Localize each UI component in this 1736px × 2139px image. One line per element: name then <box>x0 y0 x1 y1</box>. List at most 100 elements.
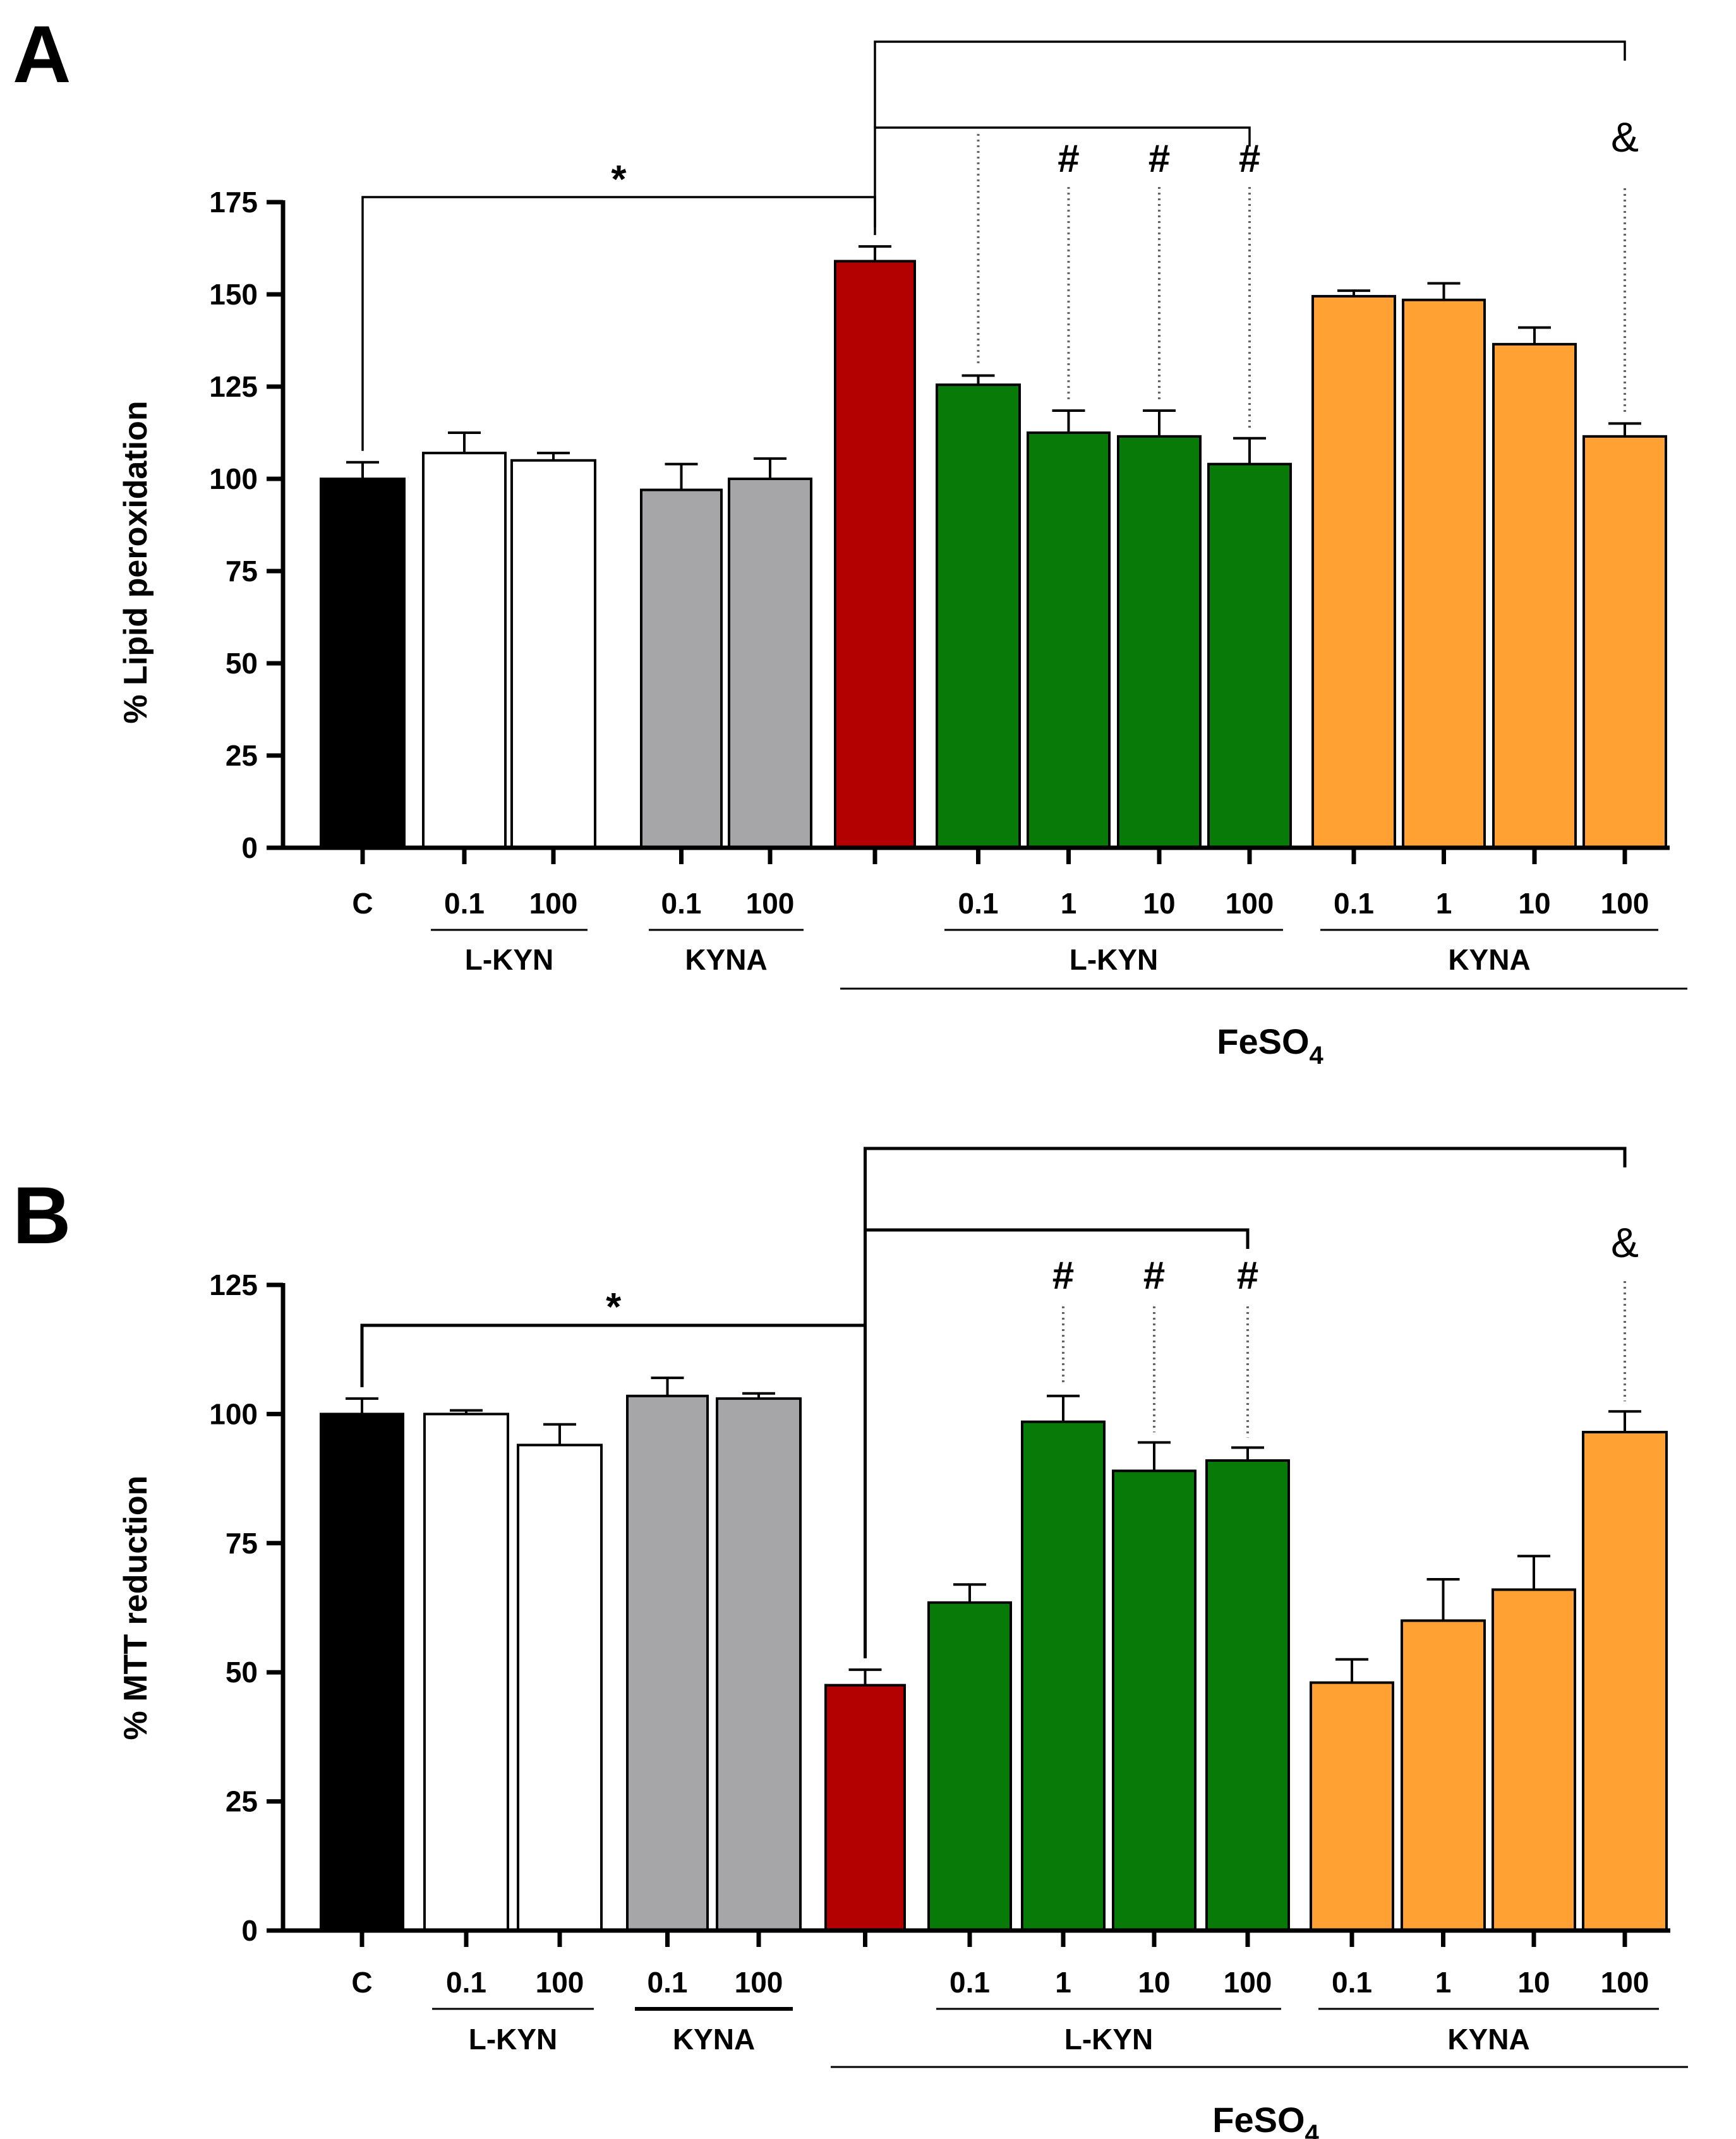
bar <box>834 260 916 849</box>
significance-bracket <box>874 126 1251 228</box>
x-tick-label: 0.1 <box>949 1966 990 1999</box>
error-bar <box>1143 409 1176 437</box>
bar <box>626 1394 709 1932</box>
x-tick-label: 100 <box>735 1966 783 1999</box>
x-tick-label: 10 <box>1518 887 1550 920</box>
bar <box>824 1684 906 1932</box>
error-bar <box>961 374 995 385</box>
error-bar <box>953 1583 986 1603</box>
bar <box>640 488 723 849</box>
bar <box>728 478 812 849</box>
bar <box>517 1443 603 1932</box>
significance-symbol: & <box>1611 1219 1639 1266</box>
x-tick-label: 0.1 <box>661 887 702 920</box>
significance-bracket <box>864 1228 1250 1651</box>
bar <box>1112 1469 1197 1932</box>
bar <box>320 1413 404 1932</box>
y-tick-label: 150 <box>209 278 258 311</box>
error-bar <box>1426 1578 1460 1621</box>
error-bar <box>848 1668 882 1685</box>
y-tick-label: 100 <box>209 1397 258 1430</box>
y-tick-label: 0 <box>241 1914 258 1947</box>
error-bar <box>1518 326 1551 344</box>
group-label: KYNA <box>685 943 767 976</box>
error-bar <box>346 461 379 479</box>
bar <box>1402 298 1486 849</box>
bar <box>1582 435 1667 849</box>
y-tick-label: 25 <box>226 1785 258 1818</box>
x-tick-label: 1 <box>1061 887 1077 920</box>
x-tick-label: 10 <box>1517 1966 1550 1999</box>
x-tick-label: 0.1 <box>958 887 999 920</box>
bar <box>1207 462 1292 849</box>
panel-a-lipid-peroxidation: A % Lipid peroxidation 0 25 50 75 100 125 150 175… <box>13 9 1687 1070</box>
bar <box>423 1413 509 1932</box>
panel-b-mtt-reduction: B % MTT reduction 0 25 50 75 100 125 C 0.1 100 0.1 1… <box>13 1147 1688 2139</box>
bar <box>1582 1431 1668 1932</box>
significance-symbol: # <box>1148 137 1170 181</box>
x-tick-label: 0.1 <box>648 1966 688 1999</box>
bar <box>1117 435 1202 849</box>
error-bar <box>1047 1394 1080 1422</box>
y-axis-label: % MTT reduction <box>118 1476 154 1740</box>
group-label: L-KYN <box>1064 2023 1154 2056</box>
group-label: KYNA <box>1447 2023 1529 2056</box>
y-tick-label: 25 <box>226 739 258 772</box>
significance-symbol: # <box>1058 137 1079 181</box>
bar <box>1205 1459 1290 1932</box>
x-tick-label: 0.1 <box>444 887 485 920</box>
bar <box>1311 294 1396 850</box>
error-bar <box>1427 282 1461 300</box>
y-tick-label: 125 <box>209 1268 258 1301</box>
y-tick-label: 50 <box>226 647 258 680</box>
y-tick-label: 100 <box>209 462 258 495</box>
x-tick-label: C <box>351 1966 372 1999</box>
y-tick-label: 75 <box>226 1527 258 1560</box>
significance-symbol: * <box>606 1286 622 1329</box>
group-label: KYNA <box>673 2023 755 2056</box>
treatment-label-main: FeSO <box>1217 1021 1309 1061</box>
error-bar <box>1231 1446 1264 1461</box>
error-bar <box>450 1409 483 1414</box>
x-tick-label: 0.1 <box>1332 1966 1372 1999</box>
error-bar <box>665 462 698 490</box>
bar <box>927 1601 1012 1932</box>
error-bar <box>1138 1441 1171 1471</box>
bar <box>422 452 507 849</box>
significance-symbol: # <box>1052 1254 1074 1298</box>
x-tick-label: 100 <box>536 1966 584 1999</box>
x-tick-label: 100 <box>1601 887 1649 920</box>
treatment-label-subscript: 4 <box>1310 1042 1324 1070</box>
error-bar <box>1337 289 1370 296</box>
error-bar <box>537 452 570 461</box>
x-tick-label: 1 <box>1436 887 1452 920</box>
x-tick-label: 0.1 <box>446 1966 486 1999</box>
treatment-label-subscript: 4 <box>1305 2120 1320 2139</box>
x-tick-label: 10 <box>1138 1966 1170 1999</box>
significance-symbol: & <box>1611 114 1639 160</box>
bar <box>936 383 1021 849</box>
x-tick-label: 100 <box>746 887 795 920</box>
x-tick-label: 0.1 <box>1334 887 1374 920</box>
bar <box>1401 1619 1486 1932</box>
bar <box>1492 1588 1576 1932</box>
treatment-label: FeSO4 <box>1217 1021 1323 1070</box>
error-bar <box>1608 1410 1641 1433</box>
x-tick-label: 100 <box>1226 887 1274 920</box>
group-label: L-KYN <box>469 2023 558 2056</box>
x-tick-label: C <box>352 887 373 920</box>
significance-bracket <box>864 1147 1627 1230</box>
bar <box>1021 1420 1106 1932</box>
y-tick-label: 75 <box>226 555 258 587</box>
bar <box>1027 431 1111 849</box>
significance-symbol: * <box>611 158 627 202</box>
x-tick-label: 10 <box>1143 887 1175 920</box>
significance-symbol: # <box>1239 137 1260 181</box>
significance-symbol: # <box>1143 1254 1165 1298</box>
significance-symbol: # <box>1237 1254 1258 1298</box>
group-label: L-KYN <box>1070 943 1159 976</box>
y-tick-label: 125 <box>209 370 258 403</box>
error-bar <box>651 1377 684 1396</box>
treatment-label-main: FeSO <box>1212 2100 1305 2139</box>
significance-bracket <box>361 196 876 451</box>
